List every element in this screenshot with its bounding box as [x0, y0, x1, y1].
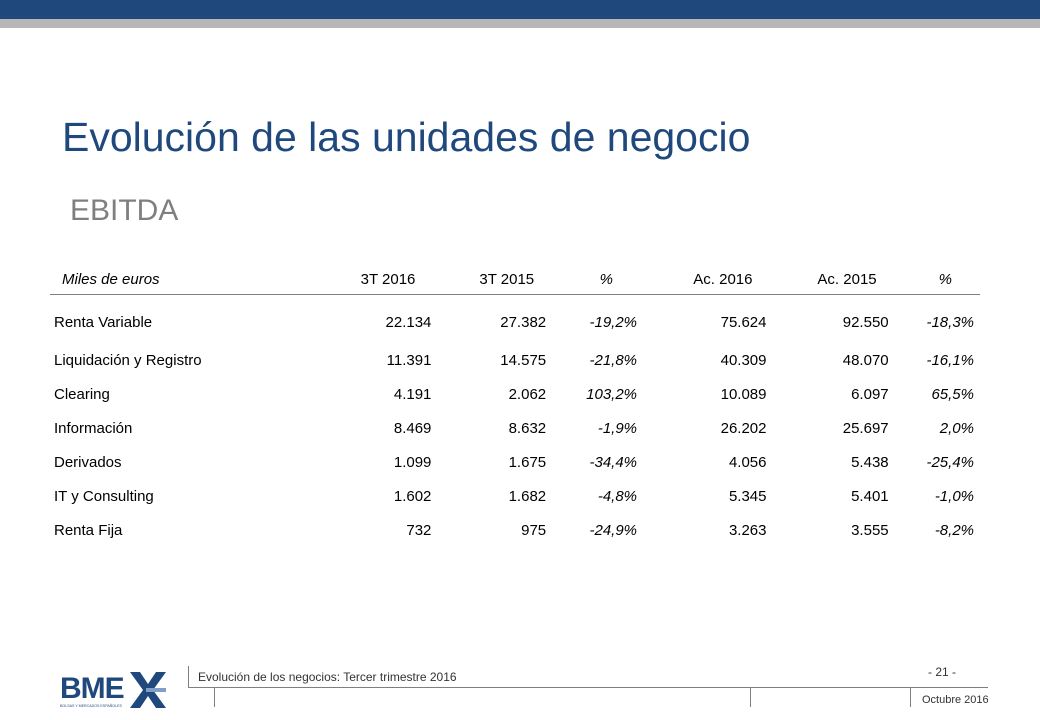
cell-ac-2015: 48.070 [842, 351, 889, 369]
cell-pct-quarter: -24,9% [589, 521, 638, 539]
row-label: Derivados [54, 453, 122, 471]
table-row: Información 8.469 8.632 -1,9% 26.202 25.… [50, 411, 980, 445]
footer-divider [750, 687, 751, 707]
ebitda-table: Miles de euros 3T 2016 3T 2015 % Ac. 201… [50, 264, 980, 547]
table-header-row: Miles de euros 3T 2016 3T 2015 % Ac. 201… [50, 264, 980, 295]
header-pct-quarter: % [548, 264, 644, 295]
slide-title: Evolución de las unidades de negocio [62, 114, 751, 160]
cell-3t-2015: 1.675 [508, 453, 547, 471]
table-row: Liquidación y Registro 11.391 14.575 -21… [50, 343, 980, 377]
table-row: Derivados 1.099 1.675 -34,4% 4.056 5.438… [50, 445, 980, 479]
cell-ac-2015: 5.438 [851, 453, 889, 471]
cell-3t-2015: 1.682 [508, 487, 547, 505]
cell-pct-accumulated: -18,3% [926, 313, 974, 331]
footer-divider [214, 687, 215, 707]
slide-subtitle: EBITDA [70, 194, 179, 227]
top-band-grey [0, 19, 1040, 28]
cell-ac-2015: 92.550 [842, 313, 889, 331]
cell-pct-quarter: -19,2% [589, 313, 638, 331]
cell-ac-2015: 25.697 [842, 419, 889, 437]
cell-3t-2016: 1.099 [393, 453, 432, 471]
footer-rule [188, 687, 988, 688]
row-label: Renta Fija [54, 521, 123, 539]
bme-logo-tagline: BOLSAS Y MERCADOS ESPAÑOLES [60, 703, 123, 708]
cell-pct-quarter: -21,8% [589, 351, 638, 369]
cell-ac-2015: 5.401 [851, 487, 889, 505]
header-3t-2015: 3T 2015 [433, 264, 549, 295]
bme-logo: BME BOLSAS Y MERCADOS ESPAÑOLES [60, 672, 166, 708]
cell-pct-accumulated: 2,0% [939, 419, 974, 437]
cell-ac-2016: 4.056 [728, 453, 767, 471]
cell-pct-accumulated: -16,1% [926, 351, 974, 369]
header-ac-2015: Ac. 2015 [768, 264, 891, 295]
cell-3t-2015: 8.632 [508, 419, 547, 437]
cell-ac-2016: 26.202 [720, 419, 767, 437]
row-label: Liquidación y Registro [54, 351, 202, 369]
footer-section-title: Evolución de los negocios: Tercer trimes… [198, 670, 457, 684]
cell-pct-quarter: -34,4% [589, 453, 638, 471]
header-ac-2016: Ac. 2016 [643, 264, 769, 295]
bme-logo-wordmark: BME [60, 672, 124, 705]
cell-3t-2015: 2.062 [508, 385, 547, 403]
cell-pct-quarter: -1,9% [597, 419, 638, 437]
cell-pct-quarter: -4,8% [597, 487, 638, 505]
cell-3t-2016: 11.391 [386, 351, 432, 369]
cell-ac-2016: 3.263 [728, 521, 767, 539]
footer-divider [188, 666, 189, 688]
row-label: Clearing [54, 385, 110, 403]
footer-date: Octubre 2016 [922, 694, 989, 706]
cell-3t-2015: 975 [521, 521, 547, 539]
header-pct-accumulated: % [890, 264, 980, 295]
row-label: Información [54, 419, 133, 437]
cell-3t-2016: 732 [406, 521, 432, 539]
cell-ac-2016: 40.309 [720, 351, 767, 369]
page-number: - 21 - [928, 665, 957, 679]
cell-pct-accumulated: -8,2% [934, 521, 974, 539]
header-3t-2016: 3T 2016 [312, 264, 434, 295]
cell-3t-2016: 4.191 [393, 385, 432, 403]
cell-pct-accumulated: 65,5% [931, 385, 974, 403]
cell-3t-2016: 8.469 [393, 419, 432, 437]
cell-pct-quarter: 103,2% [586, 385, 638, 403]
table-row: Clearing 4.191 2.062 103,2% 10.089 6.097… [50, 377, 980, 411]
cell-3t-2015: 14.575 [500, 351, 547, 369]
row-label: Renta Variable [54, 313, 153, 331]
cell-ac-2016: 75.624 [720, 313, 767, 331]
cell-pct-accumulated: -1,0% [934, 487, 974, 505]
cell-ac-2015: 6.097 [851, 385, 889, 403]
top-band-dark [0, 0, 1040, 19]
footer-divider [910, 687, 911, 707]
cell-3t-2016: 1.602 [393, 487, 432, 505]
table-row: Renta Variable 22.134 27.382 -19,2% 75.6… [50, 295, 980, 344]
cell-ac-2016: 5.345 [728, 487, 767, 505]
row-label: IT y Consulting [54, 487, 154, 505]
cell-3t-2015: 27.382 [500, 313, 547, 331]
header-label: Miles de euros [50, 264, 312, 295]
cell-ac-2016: 10.089 [720, 385, 767, 403]
cell-3t-2016: 22.134 [385, 313, 432, 331]
cell-ac-2015: 3.555 [851, 521, 889, 539]
bme-logo-x-accent [146, 688, 166, 692]
table-row: IT y Consulting 1.602 1.682 -4,8% 5.345 … [50, 479, 980, 513]
table-row: Renta Fija 732 975 -24,9% 3.263 3.555 -8… [50, 513, 980, 547]
cell-pct-accumulated: -25,4% [926, 453, 974, 471]
